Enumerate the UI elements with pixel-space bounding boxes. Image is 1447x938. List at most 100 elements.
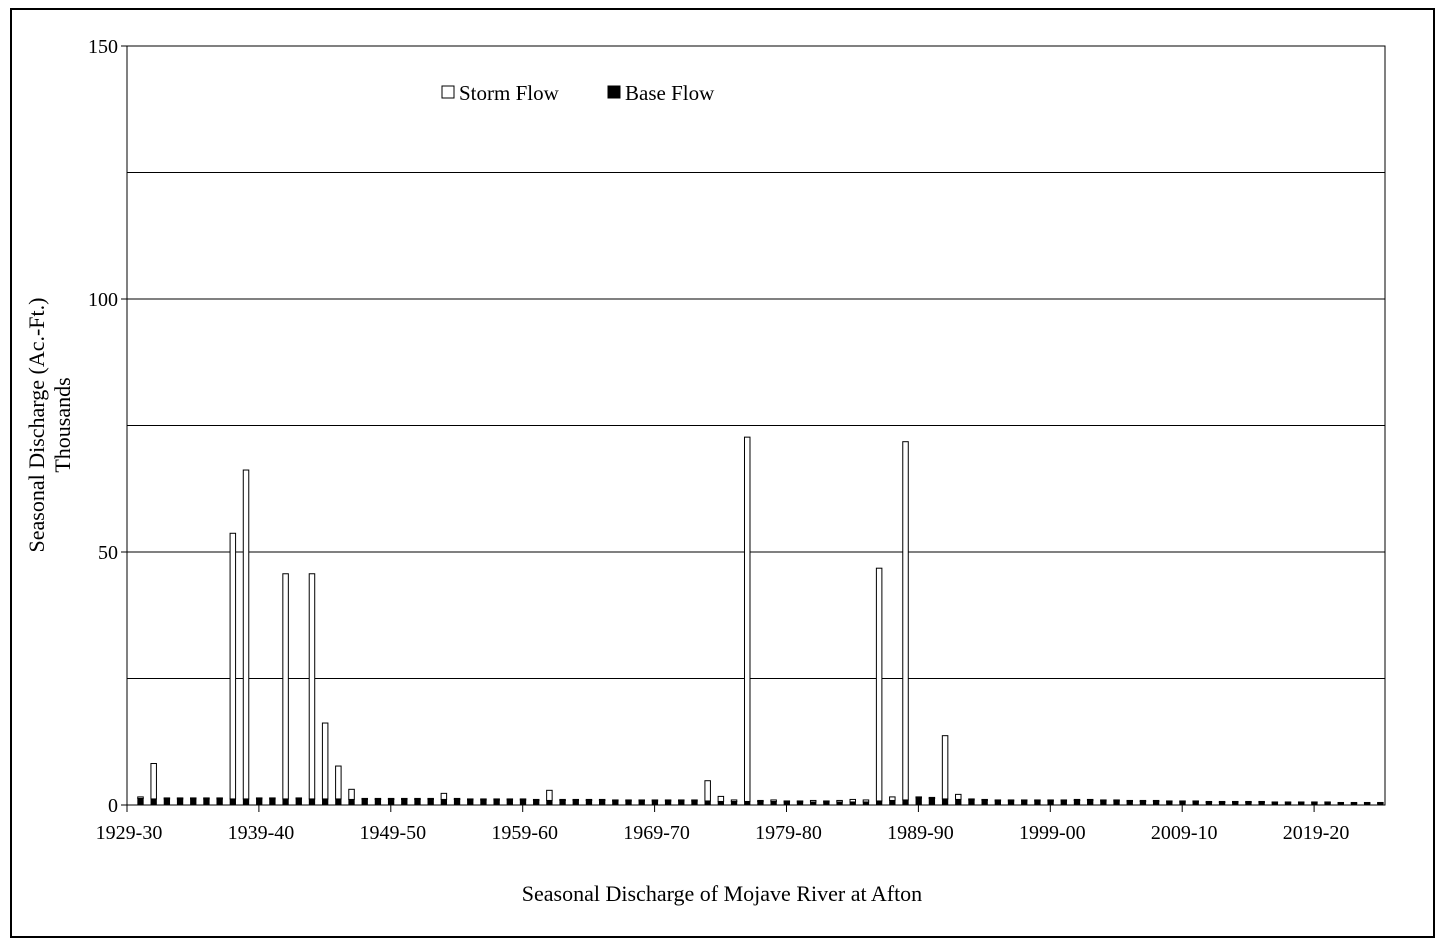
- y-tick-label: 150: [88, 36, 118, 58]
- bar-storm-flow: [190, 797, 197, 800]
- bar-storm-flow: [1271, 801, 1279, 804]
- bar-base-flow: [322, 798, 329, 806]
- bar-storm-flow: [651, 799, 659, 802]
- x-tick-label: 1949-50: [359, 822, 426, 844]
- bar-base-flow: [889, 800, 896, 806]
- bar-base-flow: [1034, 800, 1041, 806]
- bar-base-flow: [941, 798, 949, 806]
- bars-group: [137, 436, 1384, 806]
- bar-storm-flow: [150, 763, 157, 800]
- bar-storm-flow: [295, 797, 303, 800]
- bar-storm-flow: [823, 800, 830, 803]
- bar-base-flow: [163, 798, 171, 806]
- bar-storm-flow: [1073, 798, 1081, 801]
- legend-base-flow-label: Base Flow: [625, 81, 715, 105]
- y-tick-label: 50: [98, 542, 118, 564]
- bar-storm-flow: [453, 797, 461, 800]
- bar-storm-flow: [598, 798, 606, 801]
- bar-storm-flow: [242, 469, 250, 800]
- bar-base-flow: [875, 800, 883, 806]
- bar-base-flow: [757, 801, 764, 806]
- bar-base-flow: [374, 799, 382, 806]
- bar-storm-flow: [203, 797, 210, 800]
- bar-storm-flow: [1020, 799, 1028, 802]
- bar-storm-flow: [1337, 801, 1345, 804]
- bar-storm-flow: [1086, 798, 1094, 801]
- bar-base-flow: [968, 799, 975, 806]
- bar-base-flow: [1139, 801, 1147, 806]
- bar-base-flow: [480, 799, 487, 806]
- bar-base-flow: [546, 800, 553, 806]
- bar-base-flow: [559, 800, 566, 806]
- bar-base-flow: [1021, 800, 1028, 806]
- bar-base-flow: [440, 799, 448, 806]
- bar-storm-flow: [1218, 800, 1226, 803]
- bar-storm-flow: [889, 796, 896, 801]
- bar-storm-flow: [1284, 801, 1292, 804]
- bar-storm-flow: [255, 797, 263, 800]
- bar-base-flow: [282, 798, 289, 806]
- bar-storm-flow: [361, 797, 368, 800]
- bar-storm-flow: [625, 799, 632, 802]
- bar-storm-flow: [678, 799, 685, 802]
- chart-title: Seasonal Discharge of Mojave River at Af…: [522, 881, 922, 906]
- x-tick-label: 2009-10: [1151, 822, 1218, 844]
- bar-storm-flow: [282, 573, 289, 800]
- bar-storm-flow: [1179, 800, 1186, 803]
- bar-storm-flow: [348, 788, 355, 800]
- plot-area: [126, 45, 1386, 806]
- legend-base-flow-swatch: [607, 85, 621, 99]
- bar-storm-flow: [229, 532, 237, 800]
- bar-base-flow: [664, 800, 672, 806]
- bar-base-flow: [691, 800, 698, 806]
- bar-storm-flow: [1166, 800, 1173, 803]
- bar-storm-flow: [1245, 800, 1252, 803]
- bar-storm-flow: [585, 798, 593, 801]
- bar-storm-flow: [1100, 799, 1107, 802]
- bar-storm-flow: [401, 797, 408, 800]
- bar-base-flow: [414, 799, 421, 806]
- bar-base-flow: [256, 798, 263, 806]
- bar-storm-flow: [875, 567, 883, 802]
- bar-storm-flow: [163, 797, 171, 800]
- bar-storm-flow: [638, 799, 645, 802]
- bar-storm-flow: [796, 800, 804, 803]
- bar-storm-flow: [1350, 801, 1358, 804]
- legend-storm-flow-label: Storm Flow: [459, 81, 560, 105]
- y-tick-label: 100: [88, 289, 118, 311]
- bar-storm-flow: [321, 722, 329, 800]
- y-axis: 0 50 100 150: [88, 36, 127, 817]
- bar-base-flow: [955, 799, 962, 806]
- bar-base-flow: [137, 798, 144, 806]
- bar-base-flow: [585, 800, 593, 806]
- bar-base-flow: [704, 800, 711, 806]
- bar-base-flow: [1152, 801, 1160, 806]
- bar-storm-flow: [1311, 801, 1318, 804]
- bar-base-flow: [981, 800, 988, 806]
- bar-base-flow: [1126, 801, 1133, 806]
- bar-base-flow: [744, 801, 751, 806]
- bar-base-flow: [928, 798, 936, 806]
- bar-base-flow: [638, 800, 645, 806]
- bar-storm-flow: [1258, 800, 1265, 803]
- bar-storm-flow: [915, 796, 922, 799]
- bar-base-flow: [506, 799, 513, 806]
- x-tick-label: 1989-90: [887, 822, 954, 844]
- bar-base-flow: [203, 798, 210, 806]
- y-tick-label: 0: [108, 795, 118, 817]
- bar-storm-flow: [1047, 799, 1054, 802]
- x-tick-label: 2019-20: [1283, 822, 1350, 844]
- bar-base-flow: [1100, 800, 1107, 806]
- y-axis-title-line2: Thousands: [50, 377, 75, 472]
- legend: Storm Flow Base Flow: [441, 81, 715, 105]
- bar-storm-flow: [493, 798, 500, 801]
- x-axis: 1929-30 1939-40 1949-50 1959-60 1969-70 1979-…: [96, 805, 1350, 844]
- bar-storm-flow: [480, 798, 487, 801]
- bar-storm-flow: [506, 798, 514, 801]
- bar-base-flow: [1047, 800, 1054, 806]
- bar-base-flow: [216, 798, 223, 806]
- bar-storm-flow: [836, 799, 843, 803]
- bar-storm-flow: [981, 798, 988, 801]
- bar-storm-flow: [757, 799, 764, 802]
